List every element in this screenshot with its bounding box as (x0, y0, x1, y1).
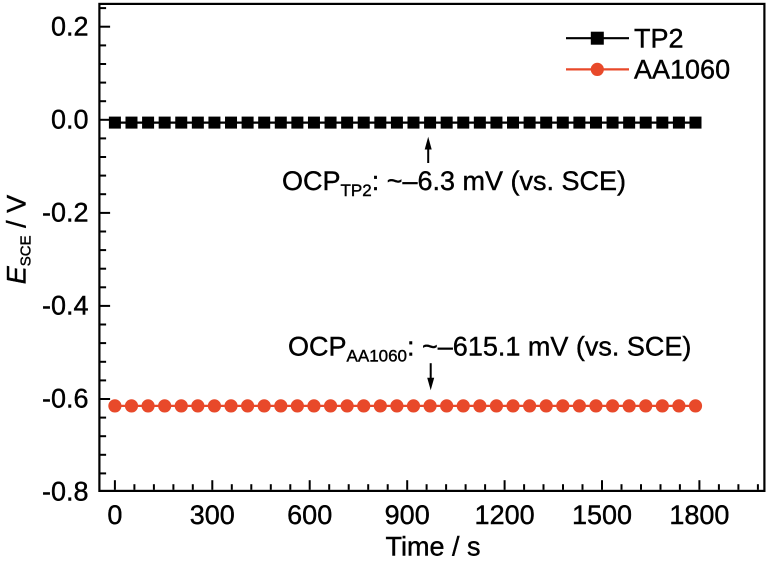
svg-text:-0.8: -0.8 (42, 477, 89, 507)
svg-text:TP2: TP2 (634, 23, 684, 53)
svg-text:900: 900 (385, 500, 430, 530)
svg-text:-0.2: -0.2 (42, 198, 89, 228)
svg-text:-0.4: -0.4 (42, 291, 89, 321)
svg-text:OCPTP2: ~–6.3 mV (vs. SCE): OCPTP2: ~–6.3 mV (vs. SCE) (282, 166, 626, 200)
svg-text:AA1060: AA1060 (634, 55, 730, 85)
svg-text:1200: 1200 (475, 500, 535, 530)
svg-text:0.2: 0.2 (51, 11, 89, 41)
svg-text:Time / s: Time / s (385, 532, 480, 559)
svg-text:0: 0 (107, 500, 122, 530)
svg-text:ESCE / V: ESCE / V (2, 195, 35, 284)
svg-text:600: 600 (287, 500, 332, 530)
svg-text:300: 300 (190, 500, 235, 530)
svg-text:0.0: 0.0 (51, 105, 89, 135)
svg-text:1500: 1500 (572, 500, 632, 530)
svg-text:1800: 1800 (669, 500, 729, 530)
svg-text:-0.6: -0.6 (42, 384, 89, 414)
